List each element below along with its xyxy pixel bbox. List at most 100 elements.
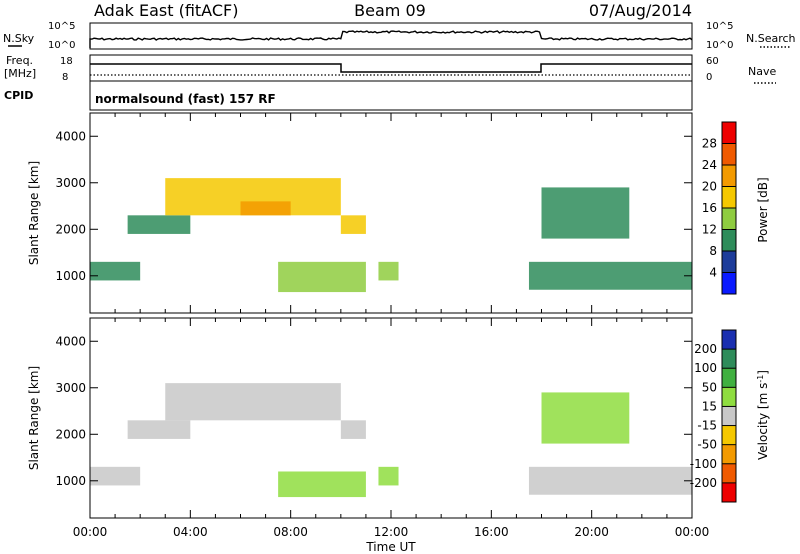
power-echo-region xyxy=(378,261,399,281)
power-colorbar-label: Power [dB] xyxy=(756,177,770,242)
power-colorbar-swatch xyxy=(722,208,736,230)
velocity-echo-region xyxy=(127,420,191,439)
power-colorbar-swatch xyxy=(722,229,736,252)
freq-tick-low: 8 xyxy=(62,72,68,83)
velocity-xtick-label: 08:00 xyxy=(273,525,308,539)
power-ytick-label: 2000 xyxy=(55,222,86,236)
nave-label: Nave xyxy=(748,65,776,78)
power-echo-region xyxy=(541,187,630,239)
velocity-colorbar-tick-label: -50 xyxy=(697,438,717,452)
power-echo-region xyxy=(340,215,366,234)
velocity-ytick-label: 2000 xyxy=(55,427,86,441)
power-colorbar: 28 24 20 16 12 8 4 xyxy=(702,121,737,295)
velocity-colorbar-tick-label: 50 xyxy=(702,380,717,394)
velocity-colorbar-swatch xyxy=(722,425,736,446)
velocity-colorbar-tick-label: 15 xyxy=(702,399,717,413)
velocity-xtick-label: 00:00 xyxy=(73,525,108,539)
power-colorbar-swatch xyxy=(722,186,736,209)
velocity-xtick-label: 16:00 xyxy=(474,525,509,539)
noise-tick-low-right: 10^0 xyxy=(706,40,733,51)
power-axes: 1000 2000 3000 4000 xyxy=(55,113,693,313)
power-colorbar-tick-label: 4 xyxy=(709,266,717,280)
power-colorbar-tick-label: 20 xyxy=(702,180,717,194)
nsearch-label: N.Search xyxy=(746,32,796,45)
power-colorbar-tick-label: 16 xyxy=(702,201,717,215)
velocity-echo-region xyxy=(90,466,141,486)
cpid-panel-frame xyxy=(89,80,693,111)
freq-label-1: Freq. xyxy=(6,54,33,67)
velocity-ytick-label: 4000 xyxy=(55,334,86,348)
velocity-colorbar-swatch xyxy=(722,387,736,407)
velocity-xtick-label: 04:00 xyxy=(173,525,208,539)
noise-sky-trace xyxy=(89,30,693,48)
power-colorbar-swatch xyxy=(722,122,736,144)
freq-panel-frame xyxy=(89,54,693,82)
beam-title: Beam 09 xyxy=(354,1,426,20)
velocity-colorbar: 200 100 50 15 -15 -50 -100 -200 xyxy=(690,329,737,503)
power-colorbar-swatch xyxy=(722,272,736,295)
power-echo-region xyxy=(240,201,291,216)
velocity-colorbar-swatch xyxy=(722,349,736,369)
nsky-label: N.Sky xyxy=(3,32,35,45)
power-colorbar-tick-label: 12 xyxy=(702,223,717,237)
velocity-xtick-label: 12:00 xyxy=(374,525,409,539)
velocity-colorbar-label-main: Velocity [m s xyxy=(756,383,770,460)
velocity-colorbar-swatch xyxy=(722,463,736,484)
velocity-ytick-label: 1000 xyxy=(55,474,86,488)
velocity-xtick-label: 20:00 xyxy=(574,525,609,539)
power-colorbar-tick-label: 8 xyxy=(709,244,717,258)
power-colorbar-tick-label: 24 xyxy=(702,158,717,172)
power-colorbar-swatch xyxy=(722,251,736,273)
velocity-colorbar-frame xyxy=(721,329,737,503)
velocity-colorbar-swatch xyxy=(722,406,736,427)
noise-panel-frame xyxy=(89,22,693,50)
cpid-label: CPID xyxy=(4,89,33,102)
velocity-xlabel: Time UT xyxy=(365,540,416,554)
velocity-echo-region xyxy=(528,466,692,495)
velocity-colorbar-tick-label: 100 xyxy=(694,361,717,375)
power-ytick-label: 1000 xyxy=(55,269,86,283)
date-title: 07/Aug/2014 xyxy=(589,1,692,20)
power-echoes xyxy=(90,178,692,293)
power-ylabel: Slant Range [km] xyxy=(27,161,41,265)
power-echo-region xyxy=(127,215,191,234)
freq-label-2: [MHz] xyxy=(4,67,36,80)
velocity-echo-region xyxy=(340,420,366,439)
velocity-colorbar-swatch xyxy=(722,482,736,503)
noise-tick-high-left: 10^5 xyxy=(48,21,75,32)
velocity-echo-region xyxy=(165,383,341,421)
site-title: Adak East (fitACF) xyxy=(94,1,238,20)
power-echo-region xyxy=(90,261,141,281)
power-colorbar-tick-label: 28 xyxy=(702,137,717,151)
freq-tick-high: 18 xyxy=(60,56,73,67)
velocity-colorbar-label-sup: -1 xyxy=(756,375,765,383)
velocity-echo-region xyxy=(378,466,399,486)
velocity-axes: 1000 2000 3000 4000 00:00 04:00 08:00 12:00 16:0… xyxy=(55,318,709,539)
velocity-xtick-label: 00:00 xyxy=(675,525,710,539)
velocity-ytick-label: 3000 xyxy=(55,381,86,395)
velocity-colorbar-tick-label: -15 xyxy=(697,419,717,433)
freq-trace xyxy=(90,63,692,73)
power-ytick-label: 4000 xyxy=(55,129,86,143)
velocity-echoes xyxy=(90,383,692,498)
noise-tick-low-left: 10^0 xyxy=(48,40,75,51)
power-colorbar-swatch xyxy=(722,165,736,187)
velocity-colorbar-label: Velocity [m s-1] xyxy=(756,370,770,460)
cpid-text: normalsound (fast) 157 RF xyxy=(95,92,276,106)
velocity-echo-region xyxy=(541,392,630,444)
nave-tick-low: 0 xyxy=(706,72,712,83)
velocity-colorbar-swatch xyxy=(722,368,736,388)
velocity-colorbar-tick-label: 200 xyxy=(694,342,717,356)
nave-tick-high: 60 xyxy=(706,56,719,67)
velocity-echo-region xyxy=(278,471,366,498)
noise-tick-high-right: 10^5 xyxy=(706,21,733,32)
power-ytick-label: 3000 xyxy=(55,176,86,190)
power-echo-region xyxy=(278,261,366,293)
power-echo-region xyxy=(528,261,692,290)
velocity-colorbar-swatch xyxy=(722,330,736,350)
velocity-colorbar-tick-label: -200 xyxy=(690,476,717,490)
velocity-colorbar-swatch xyxy=(722,444,736,465)
velocity-colorbar-label-end: ] xyxy=(756,370,770,375)
velocity-colorbar-tick-label: -100 xyxy=(690,457,717,471)
